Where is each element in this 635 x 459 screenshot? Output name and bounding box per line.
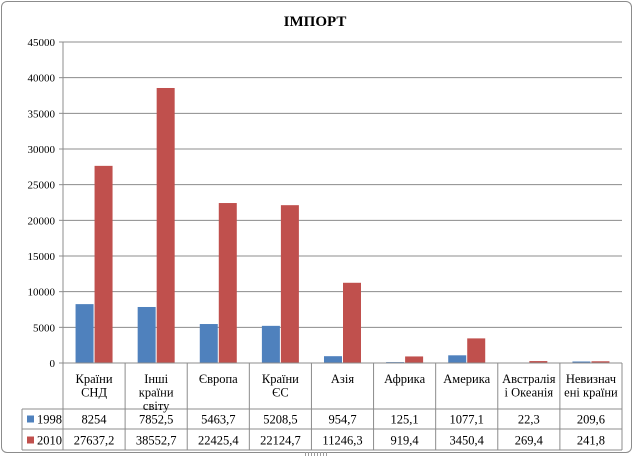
bar-1998-3	[261, 325, 280, 363]
bar-1998-2	[199, 324, 218, 363]
data-label-2010-8: 241,8	[577, 434, 605, 448]
data-label-2010-7: 269,4	[515, 434, 544, 448]
data-table: Країни СНД Інші країни світу Європа Країни ЄС Аз…	[21, 362, 623, 451]
bar-2010-6	[467, 338, 486, 363]
data-label-1998-0: 8254	[82, 413, 108, 427]
y-tick-label: 20000	[28, 215, 56, 227]
data-label-2010-0: 27637,2	[74, 434, 115, 448]
category-label: Країни ЄС	[262, 372, 299, 400]
bar-2010-5	[405, 356, 424, 363]
data-label-1998-8: 209,6	[577, 413, 605, 427]
resize-handle[interactable]	[305, 452, 327, 456]
legend-key-2010	[27, 436, 34, 444]
data-label-2010-6: 3450,4	[450, 434, 485, 448]
y-tick-label: 25000	[28, 180, 56, 192]
bar-2010-3	[280, 205, 299, 363]
category-label: Інші країни світу	[139, 372, 174, 413]
category-label: Невизнач ені країни	[564, 372, 618, 400]
bar-2010-0	[94, 165, 113, 363]
bar-1998-4	[324, 356, 342, 363]
bar-2010-7	[529, 361, 548, 363]
data-label-1998-6: 1077,1	[450, 413, 484, 427]
data-label-1998-7: 22,3	[518, 413, 540, 427]
category-label: Австралія і Океанія	[502, 372, 556, 400]
y-tick-label: 35000	[28, 108, 56, 120]
data-label-1998-1: 7852,5	[139, 413, 173, 427]
category-label: Європа	[199, 372, 238, 386]
data-label-2010-4: 11246,3	[322, 434, 362, 448]
data-label-2010-3: 22124,7	[260, 434, 301, 448]
category-label: Азія	[331, 372, 354, 386]
category-label: Африка	[384, 372, 425, 386]
gridlines	[63, 41, 622, 364]
data-label-1998-4: 954,7	[328, 413, 356, 427]
y-tick-label: 40000	[28, 73, 56, 85]
data-label-2010-5: 919,4	[391, 434, 420, 448]
bar-2010-8	[591, 361, 610, 363]
y-tick-label: 15000	[28, 251, 56, 263]
chart-title: ІМПОРТ	[284, 14, 347, 30]
chart-area: ІМПОРТ 0 5000 10000 15000 20000 25000 30000 350…	[1, 1, 632, 453]
bar-2010-2	[218, 203, 237, 363]
data-label-1998-3: 5208,5	[263, 413, 297, 427]
y-tick-label: 0	[50, 358, 56, 370]
y-tick-label: 10000	[28, 287, 56, 299]
y-tick-label: 5000	[33, 322, 56, 334]
legend-key-1998	[27, 415, 34, 423]
y-tick-label: 45000	[28, 37, 56, 49]
data-label-1998-5: 125,1	[391, 413, 419, 427]
y-axis: 0 5000 10000 15000 20000 25000 30000 35000 40000…	[28, 37, 64, 370]
data-label-1998-2: 5463,7	[201, 413, 235, 427]
y-tick-label: 30000	[28, 144, 56, 156]
bar-2010-4	[343, 282, 361, 363]
bar-1998-0	[75, 304, 94, 363]
bars	[75, 87, 610, 364]
bar-1998-6	[448, 355, 467, 363]
bar-1998-8	[572, 361, 591, 363]
legend-label-1998: 1998	[37, 413, 62, 427]
bar-1998-1	[137, 306, 156, 363]
data-label-2010-1: 38552,7	[136, 434, 177, 448]
category-label: Країни СНД	[76, 372, 113, 400]
data-label-2010-2: 22425,4	[198, 434, 239, 448]
chart-svg: ІМПОРТ 0 5000 10000 15000 20000 25000 30000 350…	[21, 14, 623, 451]
legend-label-2010: 2010	[37, 434, 62, 448]
bar-2010-1	[156, 87, 175, 364]
category-label: Америка	[443, 372, 490, 386]
